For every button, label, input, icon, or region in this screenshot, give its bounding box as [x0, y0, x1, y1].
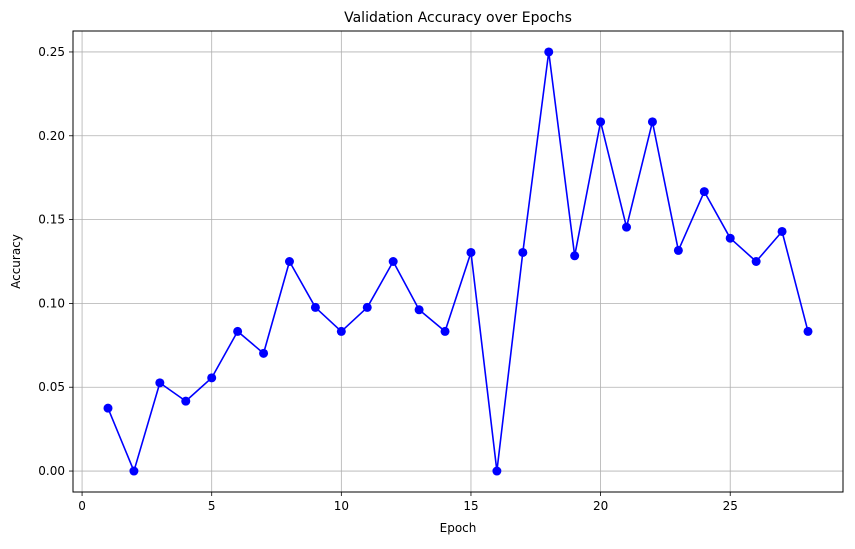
y-tick-label: 0.25 — [38, 45, 65, 59]
data-point — [181, 396, 191, 406]
data-point — [596, 117, 606, 127]
grid — [73, 31, 843, 492]
data-point — [310, 302, 320, 312]
data-point — [673, 245, 683, 255]
data-point — [414, 305, 424, 315]
y-axis-label: Accuracy — [9, 234, 23, 289]
data-point — [777, 226, 787, 236]
y-tick-label: 0.20 — [38, 129, 65, 143]
data-point — [803, 326, 813, 336]
y-tick-label: 0.00 — [38, 464, 65, 478]
data-point — [233, 326, 243, 336]
y-tick-label: 0.10 — [38, 296, 65, 310]
x-tick-label: 10 — [334, 499, 349, 513]
ticks: 0 5 10 15 20 25 0.00 0.05 0.10 0.15 0.20 0.25 — [38, 45, 738, 513]
data-point — [284, 257, 294, 266]
data-point — [259, 348, 269, 358]
data-point — [751, 257, 761, 266]
data-point — [518, 247, 528, 257]
data-point — [622, 222, 632, 232]
x-tick-label: 25 — [723, 499, 738, 513]
y-tick-label: 0.15 — [38, 213, 65, 227]
data-point — [570, 251, 580, 261]
data-point — [362, 302, 372, 312]
y-tick-label: 0.05 — [38, 380, 65, 394]
x-tick-label: 20 — [593, 499, 608, 513]
series-line — [107, 51, 809, 472]
plot-frame — [72, 30, 844, 493]
data-point — [155, 378, 165, 388]
data-point — [207, 373, 217, 383]
data-layer — [103, 47, 813, 476]
data-point — [647, 117, 657, 127]
chart-title: Validation Accuracy over Epochs — [344, 10, 572, 26]
data-point — [388, 257, 398, 266]
data-point — [492, 466, 502, 476]
x-axis-label: Epoch — [440, 521, 477, 535]
x-tick-label: 0 — [78, 499, 86, 513]
data-point — [544, 47, 554, 57]
x-tick-label: 5 — [208, 499, 216, 513]
data-point — [699, 187, 709, 197]
data-point — [336, 326, 346, 336]
x-tick-label: 15 — [463, 499, 478, 513]
data-point — [725, 233, 735, 243]
data-point — [129, 466, 139, 476]
data-point — [440, 326, 450, 336]
data-point — [466, 247, 476, 257]
data-point — [103, 403, 113, 413]
